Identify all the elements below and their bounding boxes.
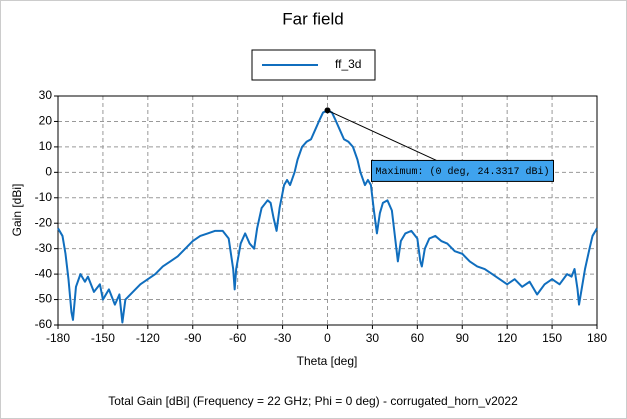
y-tick-label: -50 bbox=[35, 292, 53, 306]
x-tick-label: 0 bbox=[324, 331, 331, 345]
y-tick-label: 10 bbox=[39, 139, 53, 153]
x-tick-label: 90 bbox=[456, 331, 470, 345]
x-tick-label: 180 bbox=[587, 331, 607, 345]
x-tick-label: -60 bbox=[229, 331, 247, 345]
x-tick-label: -180 bbox=[46, 331, 70, 345]
x-tick-label: 60 bbox=[411, 331, 425, 345]
y-tick-label: 0 bbox=[45, 165, 52, 179]
x-axis-label: Theta [deg] bbox=[297, 354, 358, 368]
x-tick-label: -30 bbox=[274, 331, 292, 345]
annotation-text: Maximum: (0 deg, 24.3317 dBi) bbox=[376, 166, 550, 178]
y-tick-label: 20 bbox=[39, 114, 53, 128]
legend: ff_3d bbox=[251, 49, 376, 81]
chart-title: Far field bbox=[282, 9, 343, 28]
y-tick-label: 30 bbox=[39, 88, 53, 102]
y-tick-label: -40 bbox=[35, 266, 53, 280]
y-tick-label: -10 bbox=[35, 190, 53, 204]
legend-label: ff_3d bbox=[335, 57, 361, 71]
x-tick-label: 150 bbox=[542, 331, 562, 345]
x-tick-label: -150 bbox=[91, 331, 115, 345]
annotation-leader bbox=[327, 109, 437, 161]
x-tick-label: -90 bbox=[184, 331, 202, 345]
y-tick-label: -30 bbox=[35, 241, 53, 255]
x-tick-label: -120 bbox=[136, 331, 160, 345]
plot-border bbox=[57, 95, 598, 326]
caption: Total Gain [dBi] (Frequency = 22 GHz; Ph… bbox=[108, 394, 518, 408]
y-axis-label: Gain [dBi] bbox=[10, 184, 24, 237]
series-line bbox=[57, 109, 598, 324]
y-tick-label: -60 bbox=[35, 317, 53, 331]
x-tick-label: 30 bbox=[366, 331, 380, 345]
y-tick-label: -20 bbox=[35, 215, 53, 229]
annotation-marker bbox=[324, 107, 331, 114]
annotation-box bbox=[371, 159, 554, 182]
x-tick-label: 120 bbox=[497, 331, 517, 345]
